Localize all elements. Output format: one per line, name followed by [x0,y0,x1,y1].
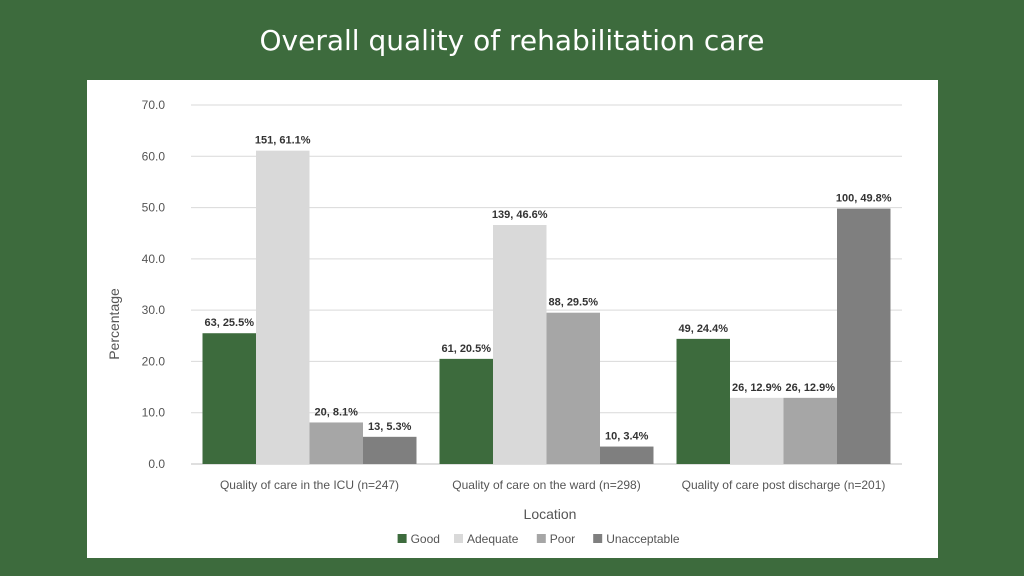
bar-good-2 [439,358,493,464]
bars [202,150,891,464]
chart-panel: 0.0 10.0 20.0 30.0 40.0 50.0 60.0 70.0 63, 25.5… [87,80,938,558]
y-tick-label: 70.0 [142,98,166,112]
legend-swatch-unacceptable [593,534,603,543]
data-label: 100, 49.8% [836,193,892,205]
bar-good-3 [676,338,730,464]
bar-unacceptable-2 [600,446,654,464]
y-tick-label: 30.0 [142,303,166,317]
legend: Good Adequate Poor Unacceptable [397,532,680,546]
slide-title: Overall quality of rehabilitation care [259,24,765,57]
y-tick-label: 50.0 [142,201,166,215]
bar-adequate-2 [493,225,547,464]
y-tick-label: 60.0 [142,149,166,163]
y-tick-label: 40.0 [142,252,166,266]
bar-adequate-3 [730,397,784,464]
bar-poor-1 [309,422,363,464]
legend-label-poor: Poor [550,532,575,546]
legend-label-adequate: Adequate [467,532,519,546]
bar-poor-2 [546,312,600,464]
x-category-label: Quality of care on the ward (n=298) [452,478,640,492]
bar-poor-3 [783,397,837,464]
data-label: 61, 20.5% [441,343,491,355]
x-category-label: Quality of care post discharge (n=201) [682,478,886,492]
bar-unacceptable-1 [363,436,417,464]
data-label: 151, 61.1% [255,135,311,147]
bar-unacceptable-3 [837,208,891,464]
data-label: 20, 8.1% [315,406,359,418]
data-label: 63, 25.5% [204,317,254,329]
y-axis-title: Percentage [106,288,122,360]
data-label: 10, 3.4% [605,431,649,443]
y-tick-labels: 0.0 10.0 20.0 30.0 40.0 50.0 60.0 70.0 [142,98,166,471]
x-axis-title: Location [524,506,577,522]
bar-good-1 [202,333,256,464]
data-label: 13, 5.3% [368,421,412,433]
y-tick-label: 20.0 [142,354,166,368]
legend-swatch-adequate [454,534,463,543]
data-label: 88, 29.5% [548,297,598,309]
data-label: 49, 24.4% [678,323,728,335]
data-label: 26, 12.9% [732,382,782,394]
legend-swatch-poor [536,534,546,543]
legend-label-unacceptable: Unacceptable [606,532,680,546]
legend-label-good: Good [411,532,440,546]
x-category-label: Quality of care in the ICU (n=247) [220,478,399,492]
data-label: 26, 12.9% [785,382,835,394]
data-label: 139, 46.6% [492,209,548,221]
y-tick-label: 0.0 [148,457,165,471]
data-labels: 63, 25.5% 151, 61.1% 20, 8.1% 13, 5.3% 61, 2… [204,135,891,443]
bar-chart: 0.0 10.0 20.0 30.0 40.0 50.0 60.0 70.0 63, 25.5… [106,98,902,546]
x-category-labels: Quality of care in the ICU (n=247) Qualit… [220,478,885,492]
y-tick-label: 10.0 [142,406,166,420]
legend-swatch-good [397,534,407,543]
bar-adequate-1 [256,150,310,464]
